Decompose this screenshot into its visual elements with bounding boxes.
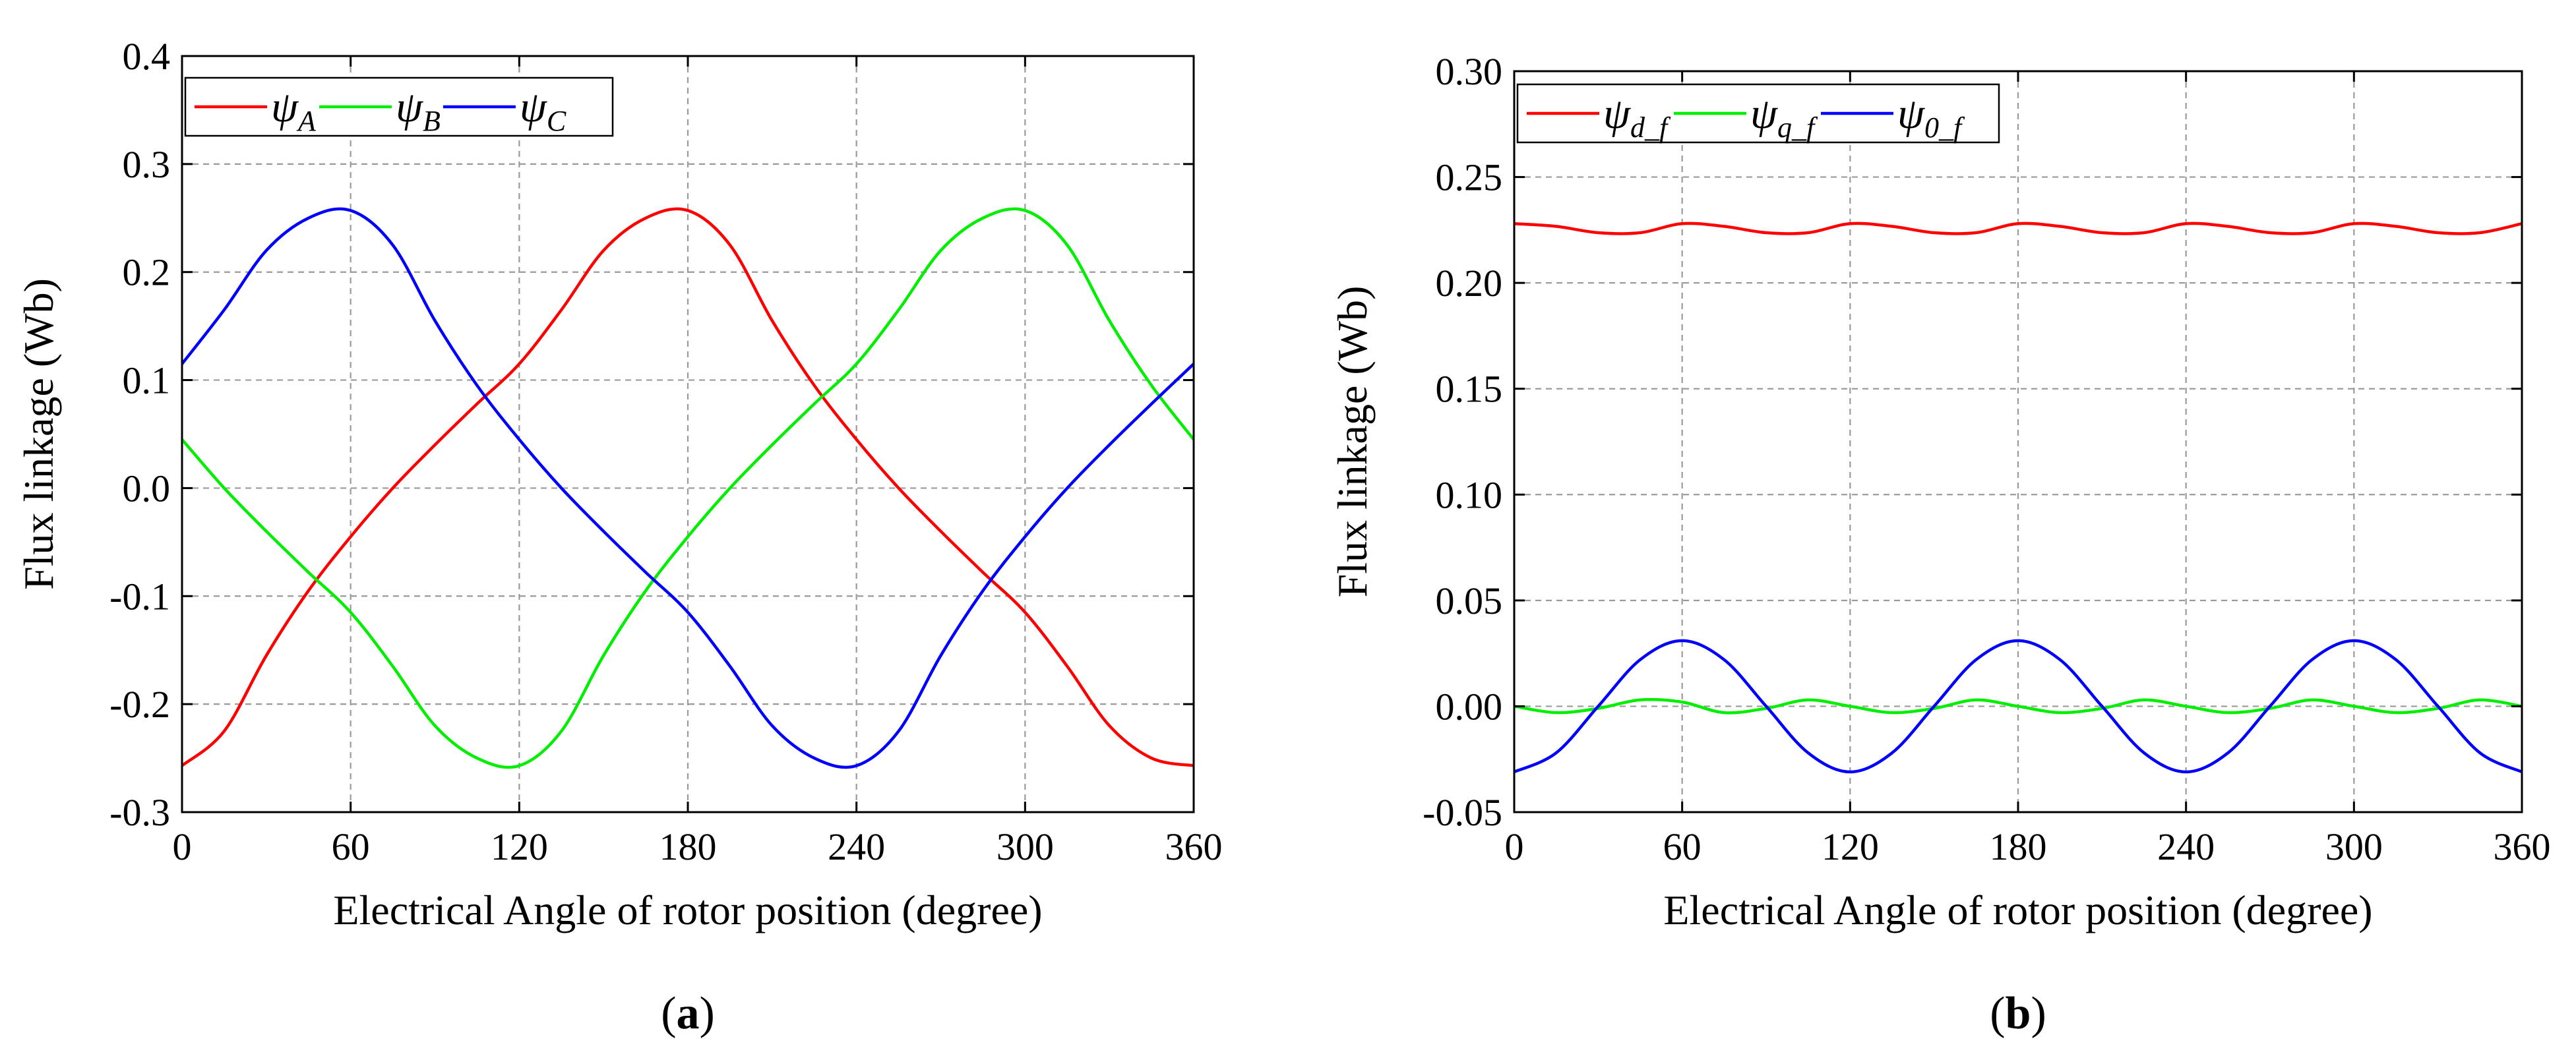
caption-label: a [677,988,700,1039]
y-tick-label: 0.20 [1436,262,1503,305]
legend-subscript: q_f [1777,111,1818,144]
series-line-0-f [1514,639,2522,774]
x-tick-label: 360 [1165,825,1223,868]
x-tick-label: 60 [1663,825,1702,868]
x-tick-label: 180 [1990,825,2047,868]
x-tick-label: 300 [2325,825,2383,868]
x-tick-label: 240 [2157,825,2215,868]
x-tick-label: 300 [997,825,1054,868]
legend-subscript: B [423,105,441,137]
legend-symbol: ψ [396,83,423,131]
series-group [182,207,1194,769]
y-tick-label: 0.1 [123,359,171,402]
y-axis-label: Flux linkage (Wb) [1329,286,1376,598]
legend: ψA ψB ψC [184,76,614,137]
y-tick-label: 0.00 [1436,685,1503,728]
series-group [1514,221,2522,774]
legend-subscript: 0_f [1924,111,1965,144]
legend-subscript: d_f [1630,111,1671,144]
chart-a: 0 60 120 180 240 300 360 -0.3 -0.2 -0.1 0.0 0.1 0.2 0… [15,35,1223,1039]
y-tick-label: -0.2 [109,683,170,726]
legend-subscript: A [296,105,317,137]
x-tick-label: 0 [173,825,192,868]
x-axis-label: Electrical Angle of rotor position (degr… [1663,887,2372,933]
y-tick-label: -0.05 [1423,791,1502,834]
caption-paren-close: ) [700,988,715,1039]
legend-symbol: ψ [1603,90,1631,138]
x-axis-label: Electrical Angle of rotor position (degr… [333,887,1042,933]
x-tick-label: 120 [1822,825,1879,868]
y-tick-label: 0.0 [123,467,171,510]
x-tick-label: 0 [1505,825,1524,868]
x-tick-label: 180 [659,825,717,868]
legend-entry: ψ0_f [1897,90,1965,144]
figure-caption: (a) [661,988,715,1039]
legend: ψd_f ψq_f ψ0_f [1516,83,2000,144]
y-tick-label: 0.15 [1436,368,1503,411]
legend-entry: ψq_f [1750,90,1818,144]
legend-subscript: C [547,105,567,137]
legend-symbol: ψ [271,83,299,131]
caption-paren-close: ) [2031,988,2046,1039]
caption-label: b [2006,988,2031,1039]
y-tick-label: 0.3 [123,143,171,186]
y-tick-label: -0.1 [109,575,170,618]
series-line-a [182,207,1194,767]
x-tick-label: 120 [491,825,548,868]
legend-entry: ψA [271,83,317,137]
x-tick-label: 60 [332,825,370,868]
series-line-c [182,207,1194,769]
series-line-q-f [1514,697,2522,715]
legend-entry: ψC [520,83,567,137]
y-tick-label: 0.05 [1436,579,1503,622]
y-tick-label: 0.30 [1436,50,1503,93]
plot-area [182,56,1194,812]
caption-paren-open: ( [1990,988,2005,1039]
y-tick-label: 0.10 [1436,473,1503,516]
legend-entry: ψB [396,83,441,137]
series-line-b [182,207,1194,769]
legend-symbol: ψ [520,83,547,131]
x-tick-label: 360 [2494,825,2551,868]
legend-entry: ψd_f [1603,90,1671,144]
legend-symbol: ψ [1750,90,1778,138]
y-tick-label: 0.4 [123,35,171,78]
figure-caption: (b) [1990,988,2046,1039]
legend-symbol: ψ [1897,90,1925,138]
caption-paren-open: ( [661,988,676,1039]
y-tick-label: 0.2 [123,251,171,294]
y-axis-label: Flux linkage (Wb) [15,278,62,590]
y-tick-label: -0.3 [109,791,170,834]
x-tick-label: 240 [828,825,885,868]
y-tick-label: 0.25 [1436,156,1503,199]
chart-b: 0 60 120 180 240 300 360 -0.05 0.00 0.05 0.10 0.15 0… [1329,50,2551,1039]
series-line-d-f [1514,221,2522,235]
